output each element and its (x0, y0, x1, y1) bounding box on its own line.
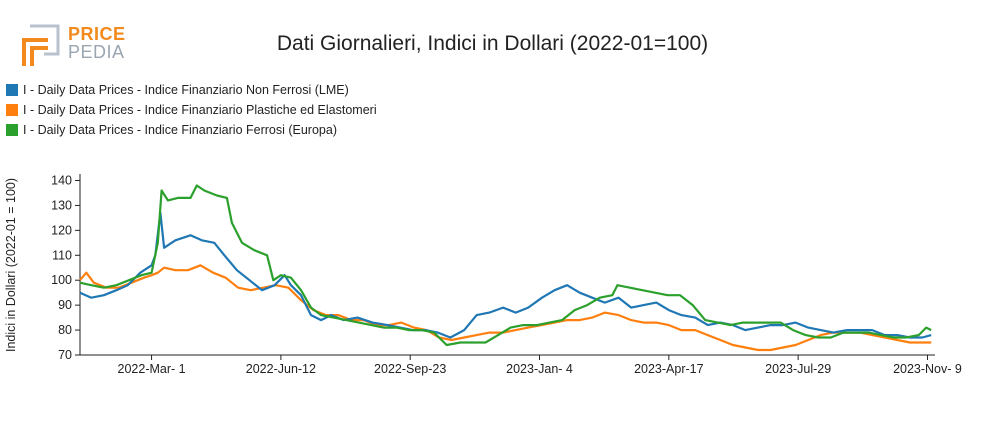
legend-swatch (6, 104, 18, 116)
x-tick-label: 2022-Sep-23 (374, 362, 446, 376)
y-tick-label: 110 (52, 248, 72, 262)
chart-title: Dati Giornalieri, Indici in Dollari (202… (276, 32, 709, 55)
y-tick-label: 80 (58, 323, 72, 337)
y-tick-label: 120 (51, 223, 72, 237)
y-axis-label: Indici in Dollari (2022-01 = 100) (4, 178, 18, 352)
x-tick-label: 2023-Apr-17 (634, 362, 704, 376)
series-line-ferrosi (79, 184, 932, 347)
legend-label: I - Daily Data Prices - Indice Finanziar… (23, 123, 337, 137)
x-tick-label: 2023-Jul-29 (765, 362, 831, 376)
logo-text-pedia: PEDIA (68, 42, 125, 62)
chart-axes: 70 80 90 100 110 120 130 140 2022-Mar- 1 2022-Jun… (51, 173, 962, 376)
x-tick-label: 2022-Mar- 1 (118, 362, 186, 376)
chart-series (79, 184, 932, 352)
x-tick-label: 2022-Jun-12 (246, 362, 316, 376)
x-tick-label: 2023-Nov- 9 (893, 362, 962, 376)
y-tick-label: 90 (58, 298, 72, 312)
x-tick-label: 2023-Jan- 4 (506, 362, 573, 376)
y-tick-label: 130 (51, 198, 72, 212)
legend-item-non-ferrosi[interactable]: I - Daily Data Prices - Indice Finanziar… (6, 80, 377, 100)
legend-swatch (6, 124, 18, 136)
logo-text-price: PRICE (68, 24, 126, 44)
legend-item-ferrosi[interactable]: I - Daily Data Prices - Indice Finanziar… (6, 120, 377, 140)
series-line-plastiche (79, 264, 932, 352)
y-tick-label: 140 (51, 173, 72, 187)
y-tick-label: 100 (51, 273, 72, 287)
chart-legend: I - Daily Data Prices - Indice Finanziar… (6, 80, 377, 140)
series-line-non-ferrosi (79, 211, 932, 339)
legend-swatch (6, 84, 18, 96)
legend-label: I - Daily Data Prices - Indice Finanziar… (23, 83, 349, 97)
legend-item-plastiche[interactable]: I - Daily Data Prices - Indice Finanziar… (6, 100, 377, 120)
y-tick-label: 70 (58, 348, 72, 362)
logo-mark-icon (22, 24, 60, 66)
pricepedia-logo: PRICE PEDIA (18, 22, 128, 68)
legend-label: I - Daily Data Prices - Indice Finanziar… (23, 103, 377, 117)
